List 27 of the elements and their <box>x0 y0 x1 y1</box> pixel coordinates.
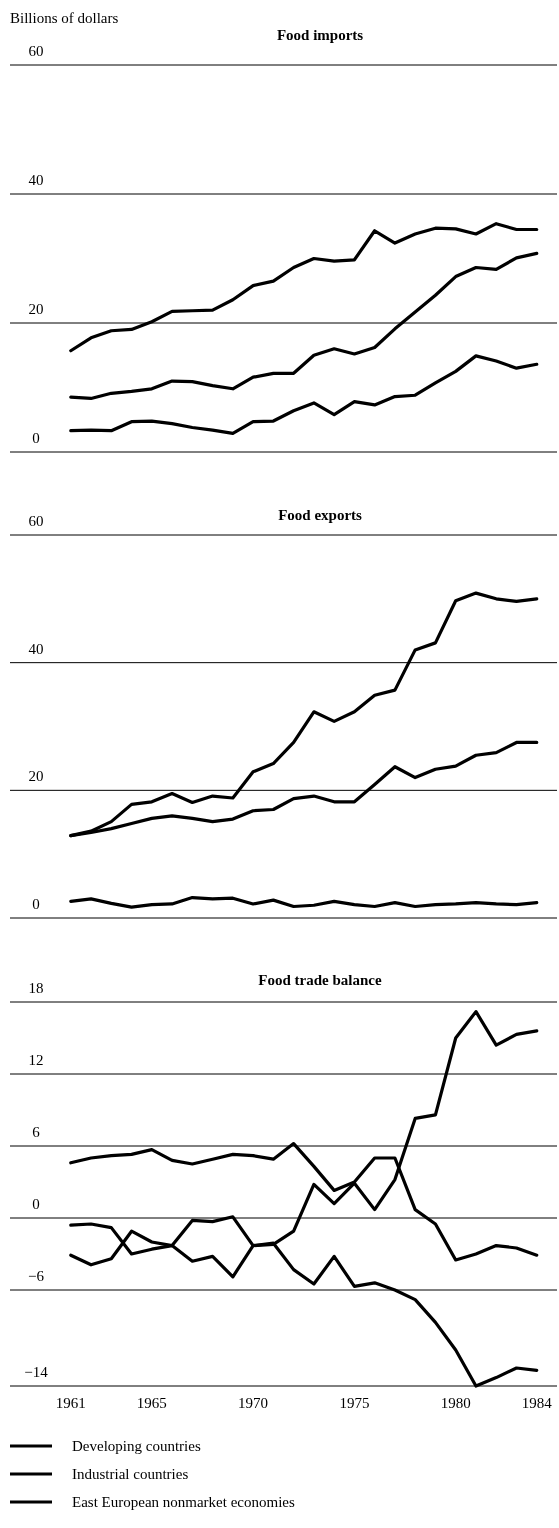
y-tick-label: 20 <box>28 301 44 317</box>
chart-title: Food trade balance <box>258 972 382 988</box>
chart-title: Food imports <box>276 27 364 43</box>
y-tick-label: 12 <box>28 1052 44 1068</box>
y-tick-label: −14 <box>24 1364 49 1380</box>
y-tick-label: 60 <box>28 513 44 529</box>
x-tick-label: 1965 <box>136 1395 167 1411</box>
y-tick-label: 6 <box>32 1124 41 1140</box>
y-tick-label: 0 <box>32 430 40 446</box>
legend-label: Industrial countries <box>72 1466 189 1482</box>
chart-title: Food exports <box>278 507 363 523</box>
y-tick-label: −6 <box>28 1268 45 1284</box>
x-tick-label: 1984 <box>521 1395 553 1411</box>
x-tick-label: 1975 <box>339 1395 370 1411</box>
x-tick-label: 1980 <box>440 1395 471 1411</box>
y-tick-label: 20 <box>28 768 44 785</box>
y-axis-title: Billions of dollars <box>10 10 119 26</box>
y-tick-label: 18 <box>28 980 44 996</box>
x-tick-label: 1961 <box>55 1395 86 1411</box>
legend-label: Developing countries <box>72 1438 201 1454</box>
legend-label: East European nonmarket economies <box>72 1494 295 1510</box>
y-tick-label: 40 <box>28 172 44 188</box>
y-tick-label: 0 <box>32 896 40 912</box>
y-tick-label: 60 <box>28 43 44 59</box>
y-tick-label: 0 <box>32 1196 40 1212</box>
y-tick-label: 40 <box>28 640 44 657</box>
x-tick-label: 1970 <box>238 1395 269 1411</box>
